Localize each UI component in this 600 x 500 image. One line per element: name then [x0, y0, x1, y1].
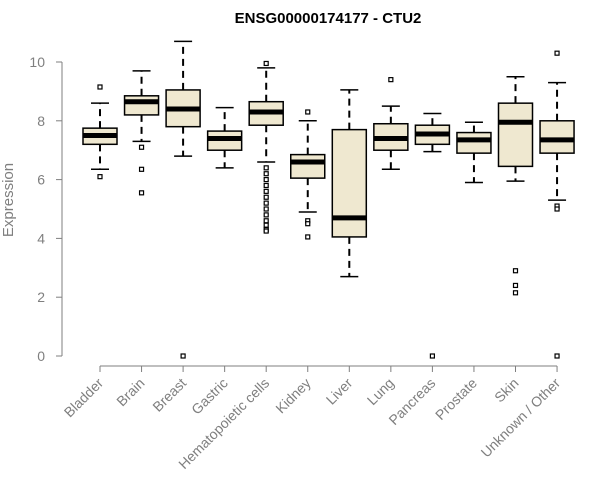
outlier-point	[263, 206, 269, 212]
box-skin	[497, 75, 534, 296]
box-bladder	[82, 84, 118, 180]
outlier-point	[554, 353, 560, 359]
interquartile-box	[290, 153, 326, 179]
box-liver	[331, 89, 368, 278]
outlier-point	[512, 268, 519, 274]
y-tick-label: 8	[37, 113, 45, 129]
outlier-point	[263, 188, 269, 194]
outlier-point	[263, 218, 269, 224]
box-gastric	[206, 106, 243, 169]
box-breast	[165, 40, 201, 359]
outlier-point	[180, 353, 186, 359]
outlier-point	[305, 109, 311, 115]
y-tick-label: 2	[37, 289, 45, 305]
outlier-point	[305, 234, 311, 240]
chart-title: ENSG00000174177 - CTU2	[235, 10, 422, 27]
box-brain	[123, 70, 160, 196]
y-tick-label: 10	[29, 54, 45, 70]
x-tick-label: Bladder	[61, 375, 107, 421]
outlier-point	[97, 84, 103, 90]
y-axis: 0 2 4 6 8 10	[29, 54, 63, 364]
outlier-point	[512, 282, 519, 289]
plot-area	[82, 40, 575, 359]
outlier-point	[263, 165, 269, 171]
outlier-point	[138, 166, 145, 172]
outlier-point	[263, 60, 269, 67]
outlier-point	[263, 177, 269, 183]
x-tick-label: Breast	[149, 375, 189, 415]
interquartile-box	[331, 128, 368, 238]
y-tick-label: 0	[37, 348, 45, 364]
x-tick-label: Lung	[364, 375, 397, 408]
outlier-point	[388, 77, 394, 83]
interquartile-box	[456, 131, 492, 154]
box-lung	[373, 77, 409, 171]
x-tick-label: Kidney	[272, 375, 314, 417]
outlier-point	[138, 144, 145, 150]
outlier-point	[263, 171, 269, 177]
box-hematopoietic-cells	[248, 60, 284, 234]
outlier-point	[97, 174, 103, 180]
outlier-point	[554, 206, 560, 212]
x-tick-label: Skin	[491, 375, 522, 406]
outlier-point	[263, 200, 269, 206]
x-tick-label: Liver	[323, 375, 356, 408]
outlier-point	[429, 353, 435, 359]
outlier-point	[512, 290, 519, 296]
y-axis-label: Expression	[0, 163, 17, 237]
interquartile-box	[123, 95, 160, 116]
outlier-point	[263, 222, 269, 228]
box-kidney	[290, 109, 326, 240]
x-tick-label: Unknown / Other	[478, 375, 564, 461]
box-prostate	[456, 121, 492, 184]
interquartile-box	[497, 102, 534, 168]
y-tick-label: 6	[37, 172, 45, 188]
x-tick-label: Brain	[113, 375, 147, 409]
outlier-point	[554, 50, 560, 56]
outlier-point	[263, 182, 269, 189]
outlier-point	[263, 212, 269, 218]
box-unknown-other	[539, 50, 575, 359]
outlier-point	[263, 228, 269, 234]
outlier-point	[305, 221, 311, 227]
box-pancreas	[414, 112, 451, 359]
interquartile-box	[539, 120, 575, 154]
y-tick-label: 4	[37, 230, 45, 246]
outlier-point	[138, 190, 145, 196]
x-tick-label: Prostate	[432, 375, 480, 423]
outlier-point	[263, 194, 269, 200]
